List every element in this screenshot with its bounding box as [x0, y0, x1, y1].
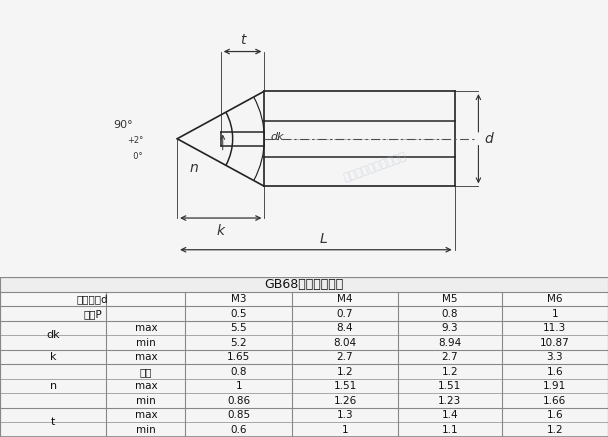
Text: 1.3: 1.3 — [337, 410, 353, 420]
Text: 1.91: 1.91 — [543, 381, 567, 391]
Bar — [292, 292, 398, 306]
Text: 1.6: 1.6 — [547, 367, 563, 377]
Text: 1.1: 1.1 — [441, 425, 458, 435]
Text: 5.5: 5.5 — [230, 323, 247, 333]
Text: 10.87: 10.87 — [540, 338, 570, 348]
Text: 0.7: 0.7 — [337, 309, 353, 319]
Text: max: max — [134, 323, 157, 333]
Bar — [502, 292, 608, 306]
Text: 1.6: 1.6 — [547, 410, 563, 420]
Text: 0.8: 0.8 — [441, 309, 458, 319]
Text: dk: dk — [271, 132, 284, 142]
Text: 1: 1 — [551, 309, 558, 319]
Text: t: t — [240, 33, 245, 47]
Text: 2.7: 2.7 — [337, 352, 353, 362]
Text: n: n — [50, 381, 57, 391]
Text: min: min — [136, 425, 156, 435]
Text: dk: dk — [46, 330, 60, 340]
Text: 1.65: 1.65 — [227, 352, 250, 362]
Text: 1.51: 1.51 — [438, 381, 461, 391]
Text: 1.26: 1.26 — [333, 396, 357, 406]
Text: L: L — [320, 232, 328, 246]
Text: 8.4: 8.4 — [337, 323, 353, 333]
Text: M4: M4 — [337, 294, 353, 304]
Text: M5: M5 — [442, 294, 458, 304]
Text: max: max — [134, 352, 157, 362]
Bar — [185, 292, 292, 306]
Text: 9.3: 9.3 — [441, 323, 458, 333]
Text: min: min — [136, 396, 156, 406]
Text: 1.51: 1.51 — [333, 381, 357, 391]
Text: max: max — [134, 381, 157, 391]
Text: 牙距P: 牙距P — [83, 309, 102, 319]
Text: M3: M3 — [231, 294, 246, 304]
Text: 0.5: 0.5 — [230, 309, 247, 319]
Text: 0°: 0° — [128, 152, 142, 161]
Text: 0.85: 0.85 — [227, 410, 250, 420]
Bar — [398, 292, 502, 306]
Text: 0.86: 0.86 — [227, 396, 250, 406]
Text: t: t — [51, 417, 55, 427]
Text: GB68开槽沉头螺丝: GB68开槽沉头螺丝 — [264, 278, 344, 291]
Text: 1.66: 1.66 — [543, 396, 567, 406]
Text: d: d — [485, 132, 493, 146]
Bar — [0, 292, 185, 306]
Text: 11.3: 11.3 — [543, 323, 567, 333]
Text: 90°: 90° — [114, 120, 133, 130]
Text: M6: M6 — [547, 294, 562, 304]
Text: 法士威密零件有限公司: 法士威密零件有限公司 — [342, 150, 408, 183]
Text: 2.7: 2.7 — [441, 352, 458, 362]
Text: max: max — [134, 410, 157, 420]
Text: k: k — [50, 352, 57, 362]
Text: k: k — [216, 224, 225, 238]
Text: 3.3: 3.3 — [547, 352, 563, 362]
Text: 1.2: 1.2 — [337, 367, 353, 377]
Text: 1.2: 1.2 — [441, 367, 458, 377]
Bar — [0, 277, 608, 292]
Text: 1.2: 1.2 — [547, 425, 563, 435]
Text: 1.4: 1.4 — [441, 410, 458, 420]
Text: 1: 1 — [235, 381, 242, 391]
Text: 8.94: 8.94 — [438, 338, 461, 348]
Text: n: n — [189, 160, 198, 174]
Text: 0.6: 0.6 — [230, 425, 247, 435]
Text: 1.23: 1.23 — [438, 396, 461, 406]
Text: 0.8: 0.8 — [230, 367, 247, 377]
Text: 公称: 公称 — [140, 367, 152, 377]
Text: +2°: +2° — [128, 136, 144, 145]
Text: 5.2: 5.2 — [230, 338, 247, 348]
Text: 1: 1 — [342, 425, 348, 435]
Text: 8.04: 8.04 — [333, 338, 357, 348]
Text: 螺纹规格d: 螺纹规格d — [77, 294, 109, 304]
Text: min: min — [136, 338, 156, 348]
